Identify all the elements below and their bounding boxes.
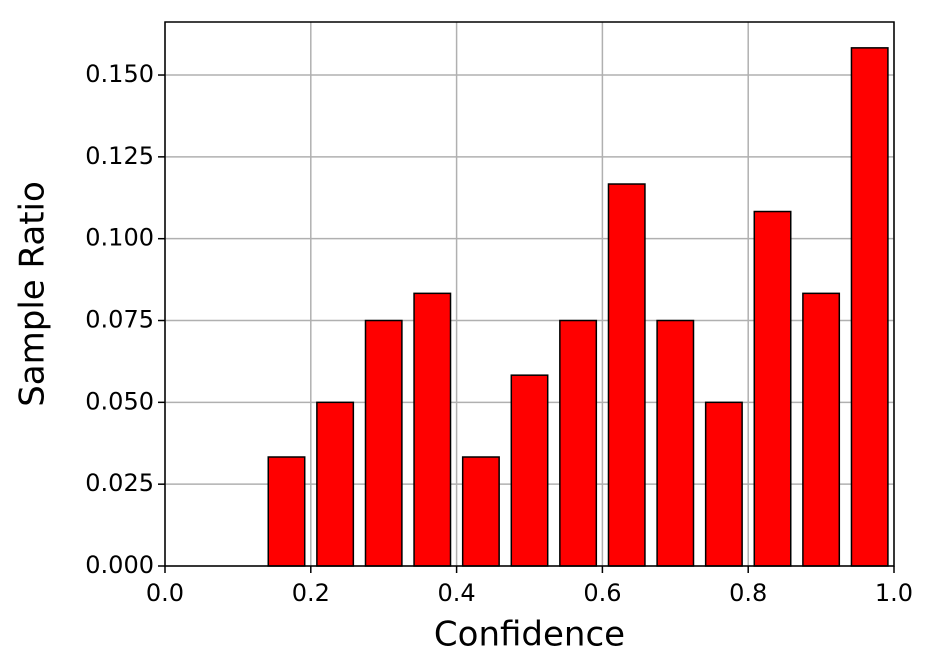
bar bbox=[559, 319, 598, 567]
bar bbox=[753, 210, 792, 567]
x-tick-label: 0.2 bbox=[292, 579, 330, 607]
bars bbox=[267, 47, 889, 567]
bar bbox=[607, 183, 646, 567]
y-tick-label: 0.025 bbox=[85, 469, 154, 497]
bar bbox=[850, 47, 889, 567]
y-tick-label: 0.050 bbox=[85, 387, 154, 415]
bar bbox=[413, 292, 452, 567]
y-tick-label: 0.125 bbox=[85, 142, 154, 170]
bar bbox=[656, 319, 695, 567]
bar bbox=[802, 292, 841, 567]
x-tick-label: 0.8 bbox=[729, 579, 767, 607]
x-tick-label: 1.0 bbox=[875, 579, 913, 607]
x-tick-label: 0.0 bbox=[146, 579, 184, 607]
x-tick-label: 0.6 bbox=[583, 579, 621, 607]
x-tick-label: 0.4 bbox=[438, 579, 476, 607]
axes-frame bbox=[164, 21, 895, 567]
bar bbox=[704, 401, 743, 567]
bar bbox=[316, 401, 355, 567]
y-tick-label: 0.000 bbox=[85, 551, 154, 579]
x-axis-label: Confidence bbox=[434, 615, 625, 655]
bar bbox=[364, 319, 403, 567]
bar bbox=[267, 456, 306, 567]
y-tick-label: 0.075 bbox=[85, 306, 154, 334]
bar bbox=[461, 456, 500, 567]
bar bbox=[510, 374, 549, 567]
y-axis-label: Sample Ratio bbox=[13, 181, 53, 407]
y-tick-label: 0.150 bbox=[85, 60, 154, 88]
y-tick-label: 0.100 bbox=[85, 224, 154, 252]
